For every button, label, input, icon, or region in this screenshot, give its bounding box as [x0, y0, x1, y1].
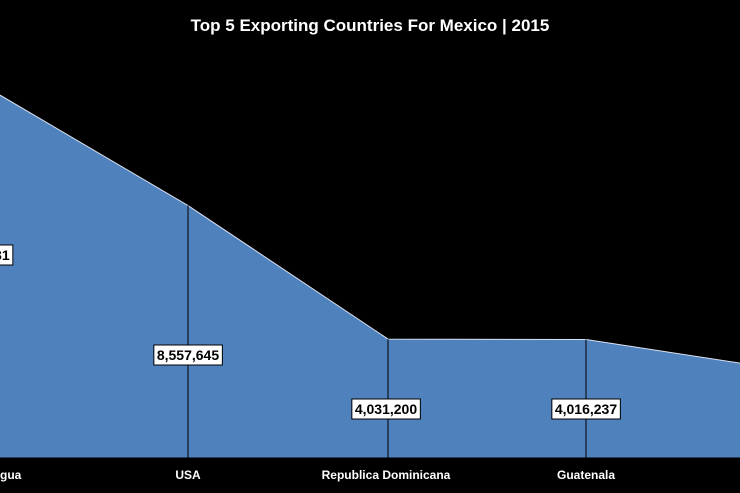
data-label-text: 8,557,645 [157, 347, 219, 363]
category-label: Guatenala [557, 468, 615, 482]
data-label-box [551, 398, 621, 420]
data-label: 4,031,200 [351, 398, 421, 420]
category-label: gua [0, 468, 22, 482]
data-label-text: 4,016,237 [555, 401, 617, 417]
data-label-box [153, 344, 223, 366]
plot-area: ,831 8,557,645 4,031,200 4,016,237 gua USA Rep… [0, 94, 740, 482]
data-label-box [0, 244, 14, 266]
chart-title: Top 5 Exporting Countries For Mexico | 2… [191, 16, 550, 35]
data-label-text: ,831 [0, 247, 10, 263]
category-label: USA [175, 468, 201, 482]
area-series [0, 95, 740, 458]
category-label: Republica Dominicana [322, 468, 451, 482]
data-label-box [351, 398, 421, 420]
data-label: 8,557,645 [153, 344, 223, 366]
data-label: 4,016,237 [551, 398, 621, 420]
data-label: ,831 [0, 244, 14, 266]
data-label-text: 4,031,200 [355, 401, 417, 417]
